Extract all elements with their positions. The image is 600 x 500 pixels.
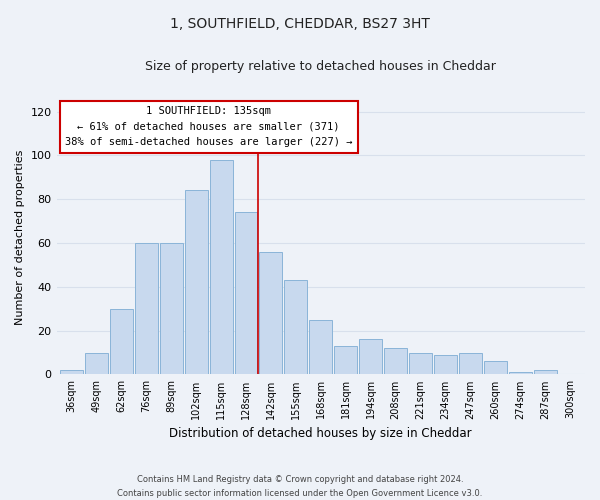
- Text: Contains HM Land Registry data © Crown copyright and database right 2024.
Contai: Contains HM Land Registry data © Crown c…: [118, 476, 482, 498]
- Bar: [110, 308, 133, 374]
- Text: 1 SOUTHFIELD: 135sqm
← 61% of detached houses are smaller (371)
38% of semi-deta: 1 SOUTHFIELD: 135sqm ← 61% of detached h…: [65, 106, 352, 148]
- Bar: [259, 252, 283, 374]
- Bar: [459, 352, 482, 374]
- Bar: [85, 352, 108, 374]
- Bar: [310, 320, 332, 374]
- Bar: [409, 352, 432, 374]
- Bar: [135, 243, 158, 374]
- Bar: [284, 280, 307, 374]
- X-axis label: Distribution of detached houses by size in Cheddar: Distribution of detached houses by size …: [169, 427, 472, 440]
- Bar: [235, 212, 257, 374]
- Title: Size of property relative to detached houses in Cheddar: Size of property relative to detached ho…: [145, 60, 496, 73]
- Bar: [484, 362, 507, 374]
- Bar: [185, 190, 208, 374]
- Text: 1, SOUTHFIELD, CHEDDAR, BS27 3HT: 1, SOUTHFIELD, CHEDDAR, BS27 3HT: [170, 18, 430, 32]
- Bar: [533, 370, 557, 374]
- Bar: [384, 348, 407, 374]
- Bar: [509, 372, 532, 374]
- Bar: [334, 346, 357, 374]
- Bar: [160, 243, 182, 374]
- Bar: [434, 354, 457, 374]
- Y-axis label: Number of detached properties: Number of detached properties: [15, 150, 25, 325]
- Bar: [60, 370, 83, 374]
- Bar: [359, 340, 382, 374]
- Bar: [209, 160, 233, 374]
